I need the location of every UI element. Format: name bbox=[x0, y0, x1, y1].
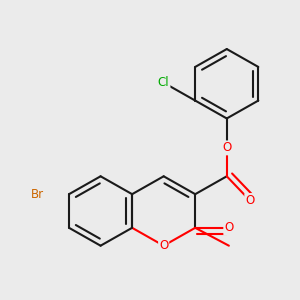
Text: O: O bbox=[245, 194, 254, 207]
Text: Cl: Cl bbox=[158, 76, 170, 89]
Text: O: O bbox=[222, 141, 231, 154]
Text: O: O bbox=[224, 221, 233, 234]
Text: Br: Br bbox=[31, 188, 44, 201]
Text: O: O bbox=[159, 239, 168, 252]
